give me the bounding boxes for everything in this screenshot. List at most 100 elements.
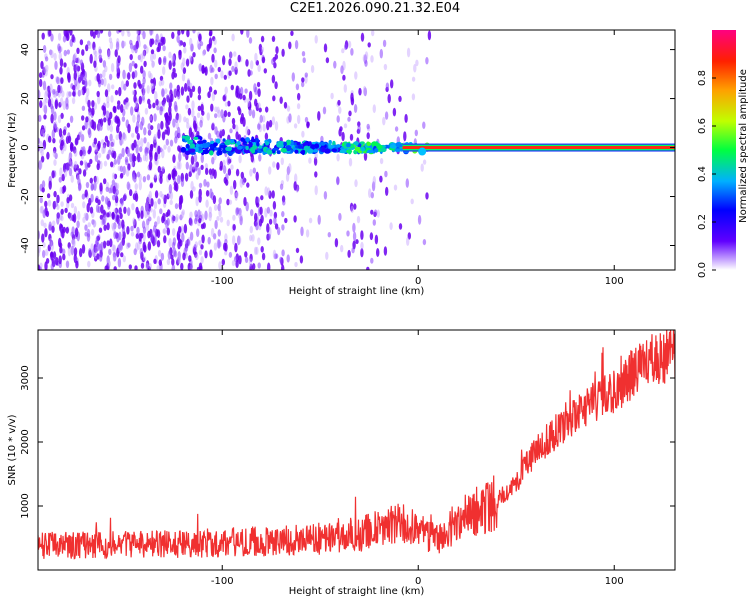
band-blob: [319, 141, 326, 146]
noise-speck: [126, 101, 130, 107]
noise-speck: [66, 197, 70, 204]
noise-speck: [48, 135, 52, 143]
noise-speck: [212, 36, 216, 42]
noise-speck: [51, 170, 55, 179]
noise-speck: [279, 96, 283, 104]
noise-speck: [173, 185, 178, 191]
noise-speck: [170, 267, 175, 270]
band-blob: [357, 143, 362, 148]
noise-speck: [133, 94, 137, 103]
noise-speck: [189, 231, 194, 241]
band-blob: [225, 139, 231, 145]
noise-speck: [347, 40, 352, 49]
noise-speck: [237, 235, 242, 245]
noise-speck: [183, 223, 188, 234]
noise-speck: [194, 162, 198, 172]
noise-speck: [68, 91, 72, 97]
noise-speck: [230, 164, 234, 170]
noise-speck: [120, 252, 124, 258]
noise-speck: [40, 125, 45, 133]
noise-speck: [119, 137, 123, 146]
noise-speck: [189, 263, 193, 270]
band-blob: [202, 149, 210, 155]
noise-speck: [43, 66, 47, 74]
noise-speck: [351, 247, 355, 254]
noise-speck: [42, 139, 47, 150]
noise-speck: [82, 201, 86, 209]
noise-speck: [109, 111, 113, 120]
noise-speck: [107, 30, 112, 38]
noise-speck: [268, 190, 272, 199]
noise-speck: [110, 161, 114, 168]
noise-speck: [43, 222, 47, 229]
noise-speck: [197, 85, 202, 95]
band-blob: [250, 147, 256, 153]
noise-speck: [343, 123, 348, 129]
noise-speck: [197, 105, 201, 112]
noise-speck: [233, 179, 237, 190]
band-blob: [283, 141, 287, 147]
x-axis-label: Height of straight line (km): [289, 586, 425, 597]
colorbar-tick-label: 0.2: [697, 214, 708, 230]
noise-speck: [51, 129, 55, 139]
noise-speck: [39, 197, 43, 204]
noise-speck: [79, 248, 83, 258]
noise-speck: [327, 232, 331, 238]
noise-speck: [81, 125, 86, 131]
noise-speck: [218, 197, 222, 205]
noise-speck: [250, 153, 254, 163]
noise-speck: [310, 65, 315, 73]
x-tick-label: 0: [415, 576, 421, 587]
noise-speck: [178, 113, 182, 123]
noise-speck: [160, 79, 165, 86]
y-axis-label: SNR (10 * v/v): [7, 414, 18, 485]
noise-speck: [191, 100, 195, 110]
noise-speck: [362, 54, 367, 63]
noise-speck: [148, 103, 152, 109]
y-tick-label: 0: [20, 144, 31, 150]
noise-speck: [87, 162, 91, 168]
noise-speck: [248, 37, 253, 44]
noise-speck: [238, 255, 242, 265]
noise-speck: [305, 229, 310, 238]
band-blob: [184, 135, 191, 141]
noise-speck: [371, 30, 375, 37]
noise-speck: [70, 231, 74, 237]
noise-speck: [149, 149, 153, 158]
noise-speck: [111, 138, 116, 148]
noise-speck: [288, 163, 292, 173]
noise-speck: [74, 78, 78, 87]
noise-speck: [72, 91, 76, 97]
noise-speck: [352, 222, 356, 233]
noise-speck: [208, 211, 213, 218]
noise-speck: [97, 95, 101, 105]
noise-speck: [132, 114, 136, 123]
noise-speck: [348, 157, 353, 167]
noise-speck: [372, 175, 376, 186]
noise-speck: [199, 41, 204, 47]
noise-speck: [122, 255, 127, 263]
noise-speck: [67, 155, 72, 165]
noise-speck: [97, 122, 101, 132]
noise-speck: [134, 265, 138, 270]
noise-speck: [73, 160, 78, 169]
noise-speck: [74, 149, 78, 157]
noise-speck: [171, 214, 175, 224]
band-blob: [308, 141, 312, 146]
noise-speck: [223, 74, 227, 80]
noise-speck: [272, 200, 277, 210]
spectrogram-plot: -100 0 100 -40 -20 0 20 40 Height of straight li…: [7, 29, 676, 297]
noise-speck: [74, 63, 79, 73]
noise-speck: [110, 62, 115, 73]
noise-speck: [133, 139, 137, 148]
noise-speck: [301, 77, 305, 83]
noise-speck: [322, 106, 327, 115]
noise-speck: [281, 48, 285, 57]
noise-speck: [168, 184, 173, 194]
band-blob: [389, 144, 397, 149]
noise-speck: [133, 218, 137, 229]
noise-speck: [113, 158, 118, 165]
band-blob: [187, 139, 194, 144]
noise-speck: [88, 41, 92, 50]
noise-speck: [140, 210, 144, 220]
